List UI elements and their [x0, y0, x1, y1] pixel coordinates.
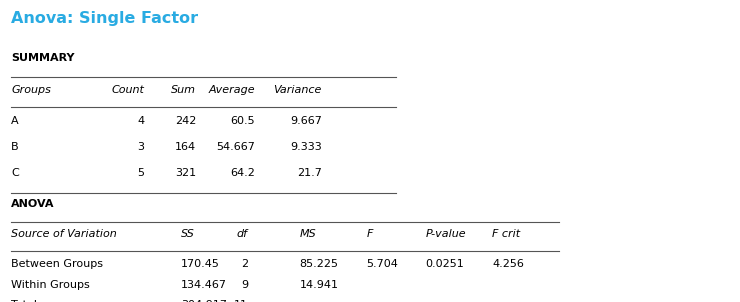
Text: Sum: Sum: [171, 85, 196, 95]
Text: 0.0251: 0.0251: [425, 259, 464, 269]
Text: SS: SS: [181, 229, 195, 239]
Text: 164: 164: [175, 142, 196, 152]
Text: 64.2: 64.2: [230, 168, 255, 178]
Text: 4.256: 4.256: [492, 259, 524, 269]
Text: 54.667: 54.667: [216, 142, 255, 152]
Text: B: B: [11, 142, 18, 152]
Text: 304.917: 304.917: [181, 300, 227, 302]
Text: 9.667: 9.667: [290, 116, 322, 126]
Text: 242: 242: [175, 116, 196, 126]
Text: Between Groups: Between Groups: [11, 259, 103, 269]
Text: 321: 321: [175, 168, 196, 178]
Text: 14.941: 14.941: [300, 280, 339, 290]
Text: 2: 2: [240, 259, 248, 269]
Text: Average: Average: [209, 85, 255, 95]
Text: F: F: [366, 229, 373, 239]
Text: SUMMARY: SUMMARY: [11, 53, 75, 63]
Text: Count: Count: [112, 85, 144, 95]
Text: A: A: [11, 116, 18, 126]
Text: Variance: Variance: [274, 85, 322, 95]
Text: Groups: Groups: [11, 85, 51, 95]
Text: 9.333: 9.333: [290, 142, 322, 152]
Text: Anova: Single Factor: Anova: Single Factor: [11, 11, 198, 26]
Text: 85.225: 85.225: [300, 259, 339, 269]
Text: 4: 4: [137, 116, 144, 126]
Text: ANOVA: ANOVA: [11, 199, 55, 209]
Text: 21.7: 21.7: [297, 168, 322, 178]
Text: C: C: [11, 168, 18, 178]
Text: 11: 11: [234, 300, 248, 302]
Text: 5.704: 5.704: [366, 259, 398, 269]
Text: MS: MS: [300, 229, 317, 239]
Text: Within Groups: Within Groups: [11, 280, 90, 290]
Text: df: df: [237, 229, 248, 239]
Text: 3: 3: [138, 142, 144, 152]
Text: 134.467: 134.467: [181, 280, 227, 290]
Text: 170.45: 170.45: [181, 259, 221, 269]
Text: F crit: F crit: [492, 229, 520, 239]
Text: 9: 9: [240, 280, 248, 290]
Text: 5: 5: [138, 168, 144, 178]
Text: P-value: P-value: [425, 229, 466, 239]
Text: 60.5: 60.5: [231, 116, 255, 126]
Text: Source of Variation: Source of Variation: [11, 229, 117, 239]
Text: Total: Total: [11, 300, 37, 302]
